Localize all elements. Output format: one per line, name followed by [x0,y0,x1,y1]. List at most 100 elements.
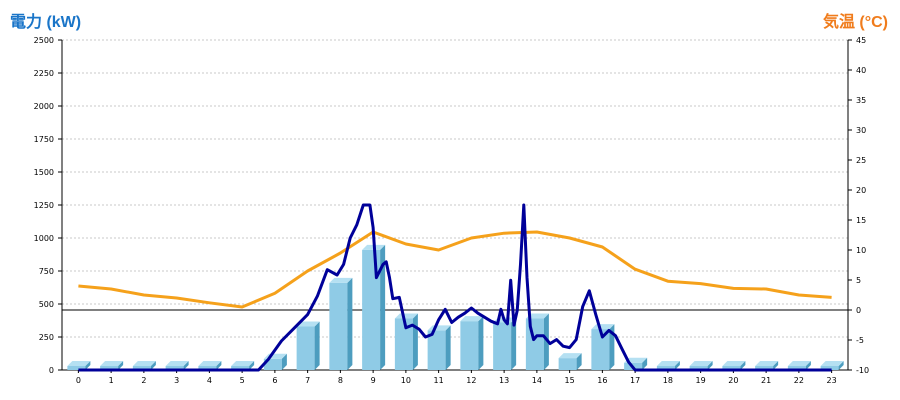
power-bar [558,353,582,370]
power-bar-top [689,361,713,366]
power-bar-front [67,366,86,370]
x-tick-label: 22 [794,376,804,385]
power-bar-top [820,361,844,366]
power-bar-side [118,361,124,370]
power-bar-top [755,361,779,366]
x-tick-label: 10 [401,376,411,385]
power-bar-side [183,361,189,370]
power-bar-side [216,361,222,370]
power-bar-side [511,317,517,370]
power-bar-front [329,282,348,370]
power-bar-front [591,329,610,370]
right-tick-label: 20 [856,186,866,195]
x-tick-label: 18 [663,376,673,385]
power-bar-top [329,277,353,283]
power-bar [296,321,320,370]
power-bar-side [380,244,386,370]
x-tick-label: 5 [240,376,245,385]
right-tick-label: 35 [856,96,866,105]
power-bar [656,361,680,370]
x-tick-label: 21 [761,376,771,385]
x-tick-label: 1 [109,376,114,385]
power-bar-top [460,316,484,322]
power-bar-front [722,366,741,370]
power-bar-side [85,361,91,370]
power-bar [722,361,746,370]
right-tick-label: 15 [856,216,866,225]
power-bar [362,244,386,370]
power-bar [165,361,189,370]
power-bar-front [231,366,250,370]
power-bar-front [165,366,184,370]
left-tick-label: 1750 [34,135,54,144]
power-bar-front [558,358,577,370]
left-tick-label: 250 [39,333,54,342]
power-bar-front [493,322,512,370]
x-tick-label: 23 [827,376,837,385]
power-bar [132,361,156,370]
power-bar-front [656,366,675,370]
x-tick-label: 12 [466,376,476,385]
power-bar-front [263,358,282,370]
power-bar [689,361,713,370]
power-bar [329,277,353,370]
right-tick-label: 30 [856,126,866,135]
power-bar-front [296,326,315,370]
power-bar-side [773,361,779,370]
power-bar-top [165,361,189,366]
left-tick-label: 2250 [34,69,54,78]
power-bar-front [525,318,544,370]
power-bar-side [838,361,844,370]
left-tick-label: 1000 [34,234,54,243]
power-bar-top [132,361,156,366]
x-tick-label: 3 [174,376,179,385]
power-bar-side [249,361,255,370]
power-bar [591,324,615,370]
power-bar-side [740,361,746,370]
power-bar-top [722,361,746,366]
power-bar-front [820,366,839,370]
power-bar-side [150,361,156,370]
x-tick-label: 9 [371,376,376,385]
power-bar-side [347,277,353,370]
right-tick-label: 10 [856,246,866,255]
power-bar-side [281,353,287,370]
power-bar-side [707,361,713,370]
power-bar [460,316,484,370]
x-tick-label: 15 [565,376,575,385]
power-bar-front [100,366,119,370]
temperature-line [78,230,832,309]
power-bar-front [755,366,774,370]
power-bar [820,361,844,370]
power-line [78,203,832,372]
x-tick-label: 16 [597,376,607,385]
x-tick-label: 0 [76,376,81,385]
power-bar [427,325,451,370]
right-tick-label: -10 [856,366,869,375]
left-tick-label: 1500 [34,168,54,177]
left-tick-label: 1250 [34,201,54,210]
x-tick-label: 19 [696,376,706,385]
left-tick-label: 0 [49,366,54,375]
x-tick-label: 13 [499,376,509,385]
power-bar-top [231,361,255,366]
power-bar [394,313,418,370]
right-tick-label: 0 [856,306,861,315]
power-bar-top [591,324,615,330]
left-axis-title: 電力 (kW) [10,14,82,31]
power-bar-side [543,313,549,370]
power-bar-top [656,361,680,366]
power-bar-top [296,321,320,327]
power-bar [787,361,811,370]
power-bar-top [394,313,418,319]
power-bar-top [198,361,222,366]
left-tick-label: 500 [39,300,54,309]
power-bar-front [689,366,708,370]
power-bar-front [460,321,479,370]
x-tick-label: 4 [207,376,212,385]
power-bar [231,361,255,370]
power-bar [100,361,124,370]
power-bar-top [558,353,582,359]
